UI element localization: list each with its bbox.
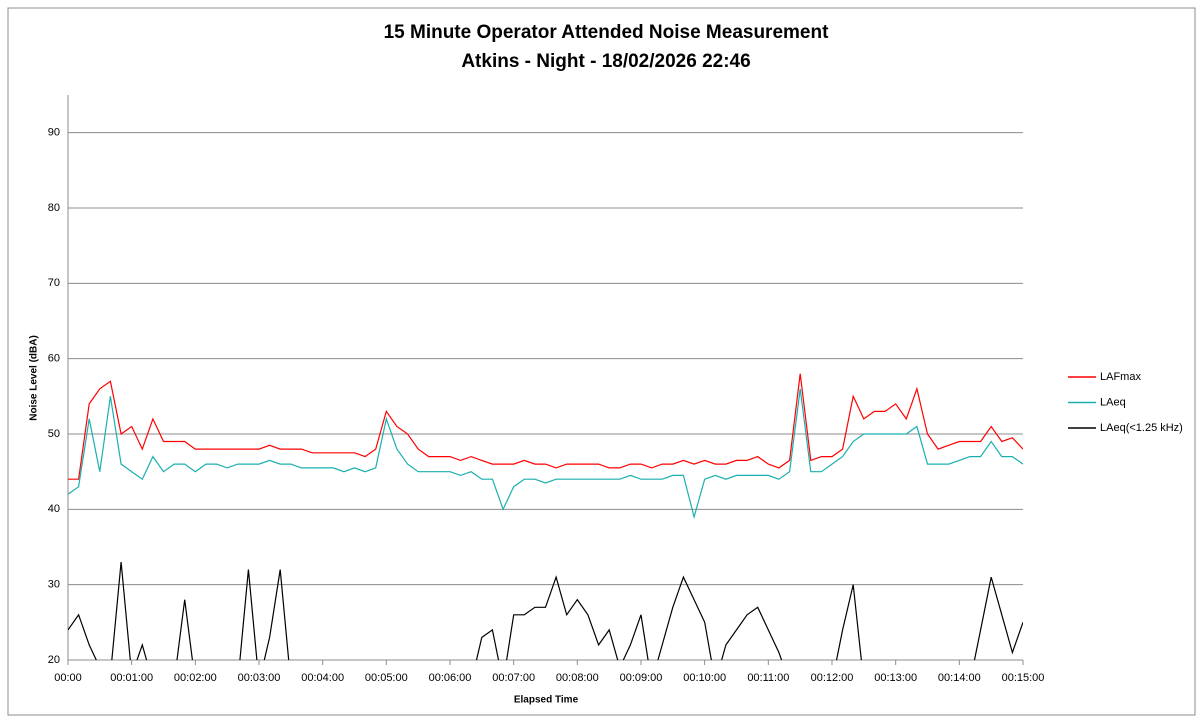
chart-subtitle: Atkins - Night - 18/02/2026 22:46: [461, 51, 750, 72]
x-tick-label: 00:13:00: [874, 672, 917, 684]
y-tick-label: 40: [48, 503, 60, 515]
x-axis-title: Elapsed Time: [514, 695, 579, 706]
x-tick-label: 00:00: [54, 672, 82, 684]
x-tick-label: 00:06:00: [429, 672, 472, 684]
y-tick-label: 50: [48, 428, 60, 440]
y-tick-label: 60: [48, 353, 60, 365]
series-line: [68, 373, 1023, 480]
y-axis-title: Noise Level (dBA): [29, 335, 40, 421]
x-tick-label: 00:11:00: [747, 672, 789, 684]
series-line: [68, 562, 1023, 660]
series-line: [68, 388, 1023, 520]
x-tick-label: 00:10:00: [683, 672, 726, 684]
x-tick-label: 00:15:00: [1002, 672, 1045, 684]
x-tick-label: 00:14:00: [938, 672, 981, 684]
x-tick-label: 00:09:00: [620, 672, 663, 684]
y-tick-label: 80: [48, 202, 60, 214]
legend-label: LAFmax: [1100, 371, 1141, 383]
y-tick-label: 70: [48, 277, 60, 289]
y-tick-label: 90: [48, 127, 60, 139]
x-tick-label: 00:01:00: [110, 672, 153, 684]
x-tick-label: 00:03:00: [238, 672, 281, 684]
chart-title: 15 Minute Operator Attended Noise Measur…: [384, 22, 830, 43]
legend-label: LAeq: [1100, 396, 1126, 408]
x-tick-label: 00:02:00: [174, 672, 217, 684]
y-tick-label: 20: [48, 654, 60, 666]
y-tick-label: 30: [48, 579, 60, 591]
x-tick-label: 00:08:00: [556, 672, 599, 684]
legend-label: LAeq(<1.25 kHz): [1100, 422, 1183, 434]
x-tick-label: 00:12:00: [811, 672, 854, 684]
x-tick-label: 00:04:00: [301, 672, 344, 684]
x-tick-label: 00:07:00: [492, 672, 535, 684]
x-tick-label: 00:05:00: [365, 672, 408, 684]
